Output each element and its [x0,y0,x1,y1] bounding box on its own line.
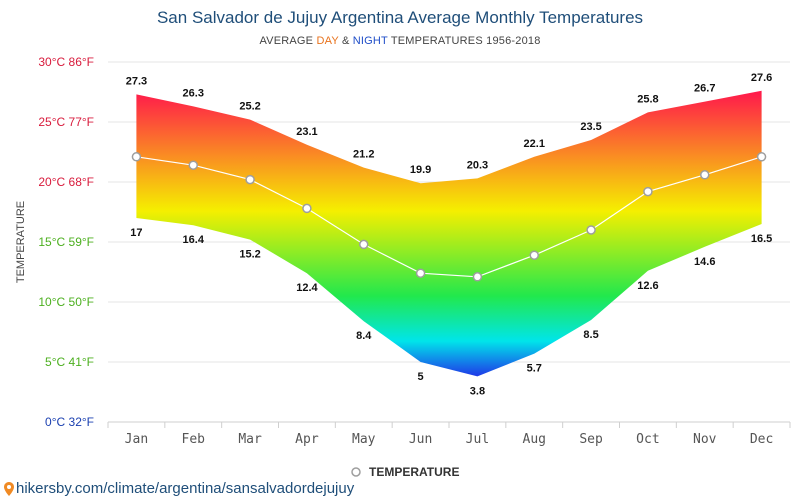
y-tick-label: 10°C 50°F [38,295,94,309]
night-value-labels: 17 16.4 15.2 12.4 8.4 5 3.8 5.7 8.5 12.6 14.6 16.5 [130,227,772,397]
night-value-label: 5 [418,371,424,383]
x-tick-label: Mar [238,432,262,447]
source-footer[interactable]: hikersby.com/climate/argentina/sansalvad… [4,480,354,497]
day-value-label: 27.6 [751,72,772,84]
average-marker [359,239,369,250]
day-value-label: 25.8 [637,93,658,105]
night-value-label: 12.6 [637,280,658,292]
x-axis-ticks: Jan Feb Mar Apr May Jun Jul Aug Sep Oct Nov Dec [107,422,791,447]
day-value-label: 27.3 [126,75,147,87]
legend[interactable]: TEMPERATURE [351,465,459,479]
night-value-label: 3.8 [470,385,485,397]
day-value-label: 25.2 [239,101,260,113]
night-value-label: 15.2 [239,249,260,261]
night-value-label: 5.7 [527,363,542,375]
night-value-label: 8.5 [583,329,598,341]
night-value-label: 17 [130,227,142,239]
x-tick-label: Jan [125,432,148,447]
x-tick-label: Jun [409,432,432,447]
day-value-label: 22.1 [524,138,545,150]
average-marker [302,203,312,214]
average-marker [188,160,198,170]
subtitle-night: NIGHT [352,35,388,47]
y-tick-label: 30°C 86°F [38,55,94,69]
average-marker [700,170,710,180]
subtitle-prefix: AVERAGE [259,35,317,47]
y-tick-label: 15°C 59°F [38,235,94,249]
day-value-label: 23.5 [580,121,601,133]
x-tick-label: Aug [523,432,546,447]
average-marker [131,152,142,162]
night-value-label: 16.4 [183,234,205,246]
average-marker [643,186,653,197]
y-axis-ticks: 0°C 32°F 5°C 41°F 10°C 50°F 15°C 59°F 20°C 6… [38,55,94,429]
average-temperature-line [136,156,762,278]
chart-subtitle: AVERAGE DAY & NIGHT TEMPERATURES 1956-20… [0,35,800,47]
y-tick-label: 0°C 32°F [45,415,94,429]
location-pin-icon [4,481,14,496]
night-value-label: 8.4 [356,330,372,342]
subtitle-suffix: TEMPERATURES 1956-2018 [387,35,541,47]
y-tick-label: 20°C 68°F [38,175,94,189]
x-tick-label: Oct [636,432,659,447]
day-value-labels: 27.3 26.3 25.2 23.1 21.2 19.9 20.3 22.1 23.5 25.8… [126,72,773,176]
day-value-label: 26.7 [694,83,715,95]
source-link[interactable]: hikersby.com/climate/argentina/sansalvad… [16,480,355,497]
day-night-band [136,90,762,377]
x-tick-label: Sep [579,432,603,447]
average-markers [131,152,767,282]
y-tick-label: 25°C 77°F [38,115,94,129]
legend-label: TEMPERATURE [369,465,459,479]
legend-marker [351,467,361,477]
night-value-label: 14.6 [694,256,715,268]
average-marker [415,268,426,278]
x-tick-label: Nov [693,432,717,447]
day-value-label: 21.2 [353,149,374,161]
x-tick-label: Feb [182,432,206,447]
x-tick-label: May [352,432,376,447]
night-value-label: 12.4 [296,282,318,294]
x-tick-label: Jul [466,432,489,447]
average-marker [245,174,255,185]
day-value-label: 23.1 [296,126,317,138]
night-value-label: 16.5 [751,233,772,245]
subtitle-amp: & [338,35,353,47]
day-value-label: 20.3 [467,159,488,171]
average-marker [586,225,596,235]
average-marker [529,250,539,260]
chart-title: San Salvador de Jujuy Argentina Average … [156,8,644,27]
y-axis-label: TEMPERATURE [15,201,27,283]
y-tick-label: 5°C 41°F [45,355,94,369]
day-value-label: 26.3 [183,87,204,99]
x-tick-label: Apr [295,432,319,447]
average-marker [472,272,483,282]
day-value-label: 19.9 [410,164,431,176]
x-tick-label: Dec [750,432,773,447]
average-marker [756,152,767,162]
subtitle-day: DAY [316,35,339,47]
